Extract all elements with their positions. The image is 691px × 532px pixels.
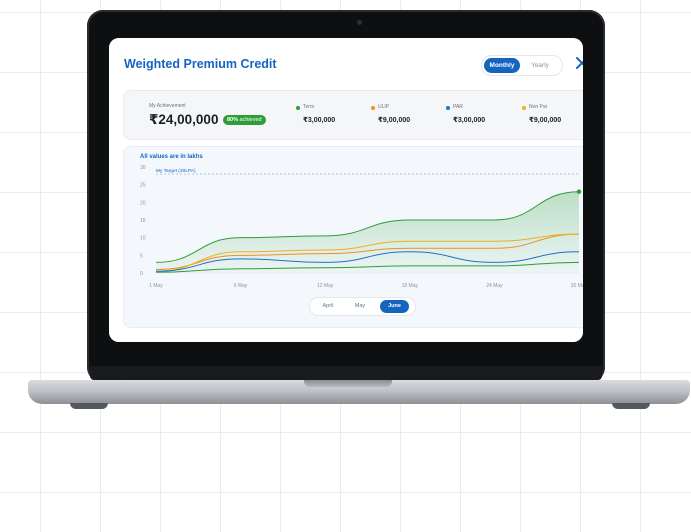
category-value: ₹9,00,000 <box>378 117 411 124</box>
series-end-point <box>576 189 582 194</box>
series-line-ulip <box>155 233 580 270</box>
y-tick-label: 30 <box>140 165 146 171</box>
x-tick-label: 12 May <box>317 283 334 289</box>
x-tick-label: 24 May <box>486 283 503 289</box>
period-toggle[interactable]: Monthly Yearly <box>481 55 563 76</box>
chart-units-note: All values are in lakhs <box>140 154 203 160</box>
x-tick-label: 18 May <box>402 283 419 289</box>
laptop-notch <box>304 380 392 387</box>
achievement-summary: My Achievement ₹24,00,000 80% achieved T… <box>123 90 583 140</box>
achievement-label: My Achievement <box>149 103 186 109</box>
y-tick-label: 20 <box>140 200 146 206</box>
category-value: ₹3,00,000 <box>453 117 486 124</box>
weighted-premium-modal: Weighted Premium Credit Monthly Yearly M… <box>109 38 583 342</box>
series-area <box>156 191 579 273</box>
laptop-foot-right <box>612 403 650 409</box>
category-value: ₹3,00,000 <box>303 117 336 124</box>
series-line-non-par <box>155 233 580 272</box>
y-tick-label: 5 <box>140 253 143 259</box>
y-tick-label: 10 <box>140 236 146 242</box>
category-name: ULIP <box>378 104 390 110</box>
toggle-yearly[interactable]: Yearly <box>531 62 549 69</box>
category-name: PAR <box>453 104 463 110</box>
chart-card: All values are in lakhs 0 5 10 15 20 25 30 My T… <box>123 146 583 328</box>
month-april[interactable]: April <box>322 303 334 309</box>
series-line-total <box>155 191 580 263</box>
achievement-badge: 80% achieved <box>223 115 266 125</box>
series-line-term <box>155 261 580 273</box>
close-icon[interactable] <box>574 55 583 71</box>
target-label: My Target (30LPA) <box>156 168 196 174</box>
month-june[interactable]: June <box>380 300 409 313</box>
y-tick-label: 0 <box>140 271 143 277</box>
premium-line-chart: 0 5 10 15 20 25 30 My Target (30LPA) 1 May 6 May 1… <box>140 165 583 289</box>
badge-text: achieved <box>238 117 262 123</box>
y-tick-label: 15 <box>140 218 146 224</box>
badge-percent: 80% <box>227 117 239 123</box>
ulip-dot <box>371 106 375 110</box>
par-dot <box>446 106 450 110</box>
laptop-bezel-bottom <box>90 366 602 380</box>
y-tick-label: 25 <box>140 183 146 189</box>
category-name: Term <box>303 104 315 110</box>
non-par-dot <box>522 106 526 110</box>
term-dot <box>296 106 300 110</box>
laptop-foot-left <box>70 403 108 409</box>
x-tick-label: 30 May <box>571 283 583 289</box>
month-may[interactable]: May <box>354 303 366 309</box>
modal-title: Weighted Premium Credit <box>124 57 277 71</box>
series-line-par <box>155 251 580 272</box>
month-switcher[interactable]: April May June <box>309 297 416 316</box>
achievement-amount: ₹24,00,000 <box>149 112 219 127</box>
x-tick-label: 6 May <box>234 283 248 289</box>
x-tick-label: 1 May <box>149 283 163 289</box>
camera-icon <box>357 20 362 25</box>
category-value: ₹9,00,000 <box>529 117 562 124</box>
toggle-monthly[interactable]: Monthly <box>484 58 520 73</box>
category-name: Non Par <box>529 104 548 110</box>
laptop-screen: Weighted Premium Credit Monthly Yearly M… <box>109 38 583 342</box>
